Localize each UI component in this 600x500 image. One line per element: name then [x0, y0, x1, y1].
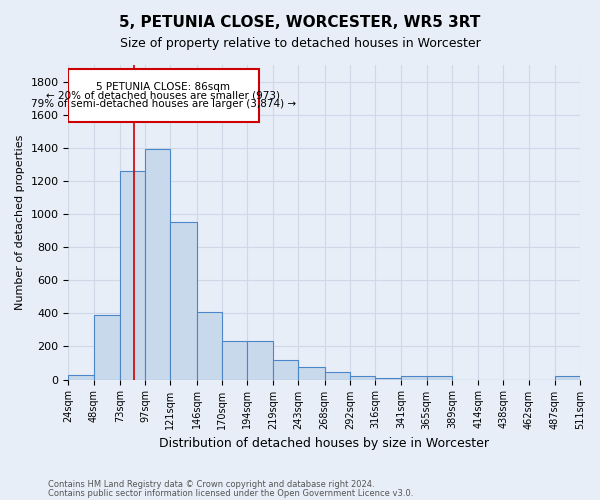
- Text: Size of property relative to detached houses in Worcester: Size of property relative to detached ho…: [119, 38, 481, 51]
- Text: Contains HM Land Registry data © Crown copyright and database right 2024.: Contains HM Land Registry data © Crown c…: [48, 480, 374, 489]
- FancyBboxPatch shape: [68, 69, 259, 122]
- Text: 5 PETUNIA CLOSE: 86sqm: 5 PETUNIA CLOSE: 86sqm: [97, 82, 230, 92]
- Bar: [375, 378, 401, 380]
- Bar: [427, 376, 452, 380]
- Bar: [120, 171, 145, 380]
- Bar: [555, 376, 580, 380]
- Text: ← 20% of detached houses are smaller (973): ← 20% of detached houses are smaller (97…: [46, 90, 280, 101]
- Bar: [197, 312, 222, 380]
- Bar: [247, 340, 273, 380]
- Bar: [94, 315, 120, 380]
- Bar: [350, 376, 375, 380]
- Bar: [298, 367, 325, 380]
- Y-axis label: Number of detached properties: Number of detached properties: [15, 134, 25, 310]
- Bar: [401, 376, 427, 380]
- Bar: [273, 360, 298, 380]
- Bar: [325, 372, 350, 380]
- Bar: [222, 340, 247, 380]
- Bar: [145, 148, 170, 380]
- Bar: [170, 222, 197, 380]
- Text: 79% of semi-detached houses are larger (3,874) →: 79% of semi-detached houses are larger (…: [31, 99, 296, 109]
- Bar: [68, 374, 94, 380]
- Text: 5, PETUNIA CLOSE, WORCESTER, WR5 3RT: 5, PETUNIA CLOSE, WORCESTER, WR5 3RT: [119, 15, 481, 30]
- X-axis label: Distribution of detached houses by size in Worcester: Distribution of detached houses by size …: [159, 437, 489, 450]
- Text: Contains public sector information licensed under the Open Government Licence v3: Contains public sector information licen…: [48, 488, 413, 498]
